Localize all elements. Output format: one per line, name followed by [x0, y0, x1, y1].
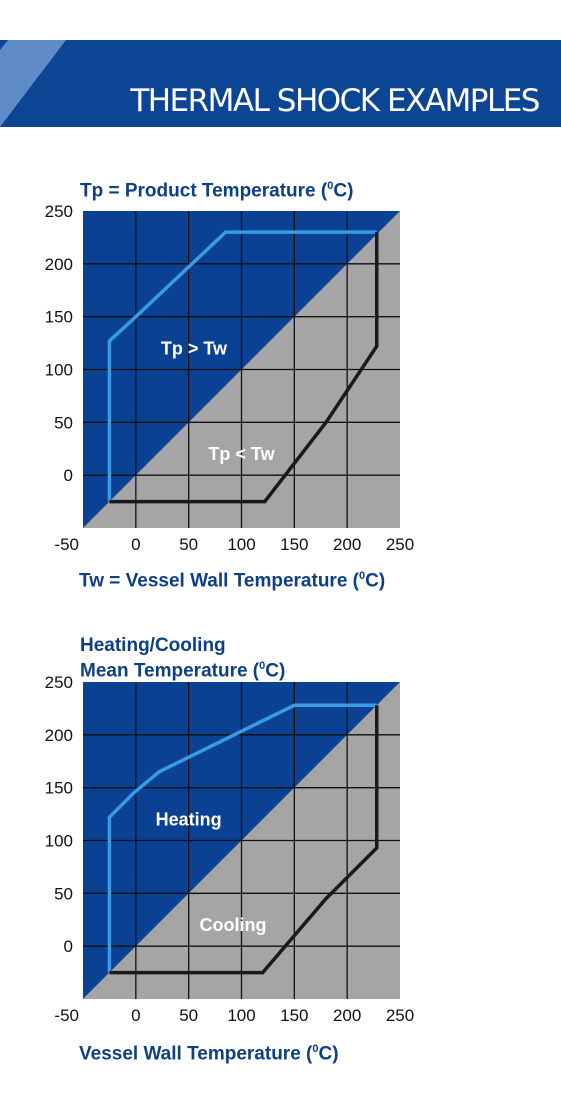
chart1-y-tick-label: 0	[64, 466, 73, 485]
chart2-title-end: C)	[265, 660, 286, 682]
chart1-x-tick-label: 200	[333, 535, 361, 554]
chart1-x-tick-label: 100	[227, 535, 255, 554]
chart1-region-label: Tp < Tw	[208, 444, 275, 464]
chart1-y-tick-label: 100	[45, 361, 73, 380]
chart2-y-tick-label: 200	[45, 726, 73, 745]
chart1-y-tick-label: 150	[45, 308, 73, 327]
chart2-xlabel-degree: 0	[312, 1043, 319, 1055]
chart1-y-tick-label: 50	[54, 413, 73, 432]
chart1-x-tick-label: -50	[54, 535, 79, 554]
page-title: THERMAL SHOCK EXAMPLES	[130, 83, 540, 119]
chart1-cooling-line	[109, 232, 379, 504]
chart1-xlabel-degree: 0	[359, 570, 366, 582]
chart2-x-tick-label: 50	[179, 1006, 198, 1025]
chart2-xlabel-end: C)	[318, 1043, 339, 1065]
chart2-title-degree: 0	[259, 660, 266, 672]
chart2-xlabel-main: Vessel Wall Temperature (	[79, 1043, 313, 1065]
chart2-y-tick-label: 0	[64, 937, 73, 956]
chart1-y-tick-label: 200	[45, 255, 73, 274]
chart1-xlabel-main: Tw = Vessel Wall Temperature (	[79, 570, 359, 592]
chart2-y-tick-label: 100	[45, 832, 73, 851]
chart2-x-tick-label: 100	[227, 1006, 255, 1025]
chart2-region-label: Cooling	[200, 915, 267, 935]
chart1-title-main: Tp = Product Temperature (	[80, 180, 328, 202]
chart2-title-line2: Mean Temperature (0C)	[80, 656, 285, 681]
chart2-region-label: Heating	[156, 809, 222, 829]
chart2-x-title: Vessel Wall Temperature (0C)	[79, 1043, 339, 1065]
chart2-x-tick-label: 250	[386, 1006, 414, 1025]
chart2-title: Heating/Cooling Mean Temperature (0C)	[80, 636, 285, 681]
chart1-title-degree: 0	[327, 180, 334, 192]
chart2-title-main: Mean Temperature (	[80, 660, 260, 682]
chart1-region-label: Tp > Tw	[161, 338, 228, 358]
chart2-cooling-line	[109, 705, 379, 975]
chart1-x-tick-label: 0	[131, 535, 140, 554]
chart1-heating-line	[107, 230, 377, 502]
chart2-title-line1: Heating/Cooling	[80, 635, 226, 656]
banner-fill	[0, 40, 561, 127]
chart2-heating-line	[107, 703, 377, 973]
chart2-x-tick-label: 150	[280, 1006, 308, 1025]
banner-stripe	[0, 40, 66, 127]
chart2-y-tick-label: 150	[45, 779, 73, 798]
chart2-y-tick-label: 50	[54, 884, 73, 903]
chart1-xlabel-end: C)	[365, 570, 386, 592]
chart2-x-tick-label: 0	[131, 1006, 140, 1025]
chart1-title-end: C)	[333, 180, 354, 202]
chart1-title: Tp = Product Temperature (0C)	[80, 176, 353, 201]
chart1-x-title: Tw = Vessel Wall Temperature (0C)	[79, 570, 385, 592]
header-banner: THERMAL SHOCK EXAMPLES	[0, 40, 561, 127]
chart1-x-tick-label: 50	[179, 535, 198, 554]
banner-background	[0, 40, 561, 127]
chart1-x-tick-label: 150	[280, 535, 308, 554]
chart2-y-tick-label: 250	[45, 673, 73, 692]
chart2-x-tick-label: -50	[54, 1006, 79, 1025]
chart1-x-tick-label: 250	[386, 535, 414, 554]
chart2-x-tick-label: 200	[333, 1006, 361, 1025]
chart1-y-tick-label: 250	[45, 202, 73, 221]
